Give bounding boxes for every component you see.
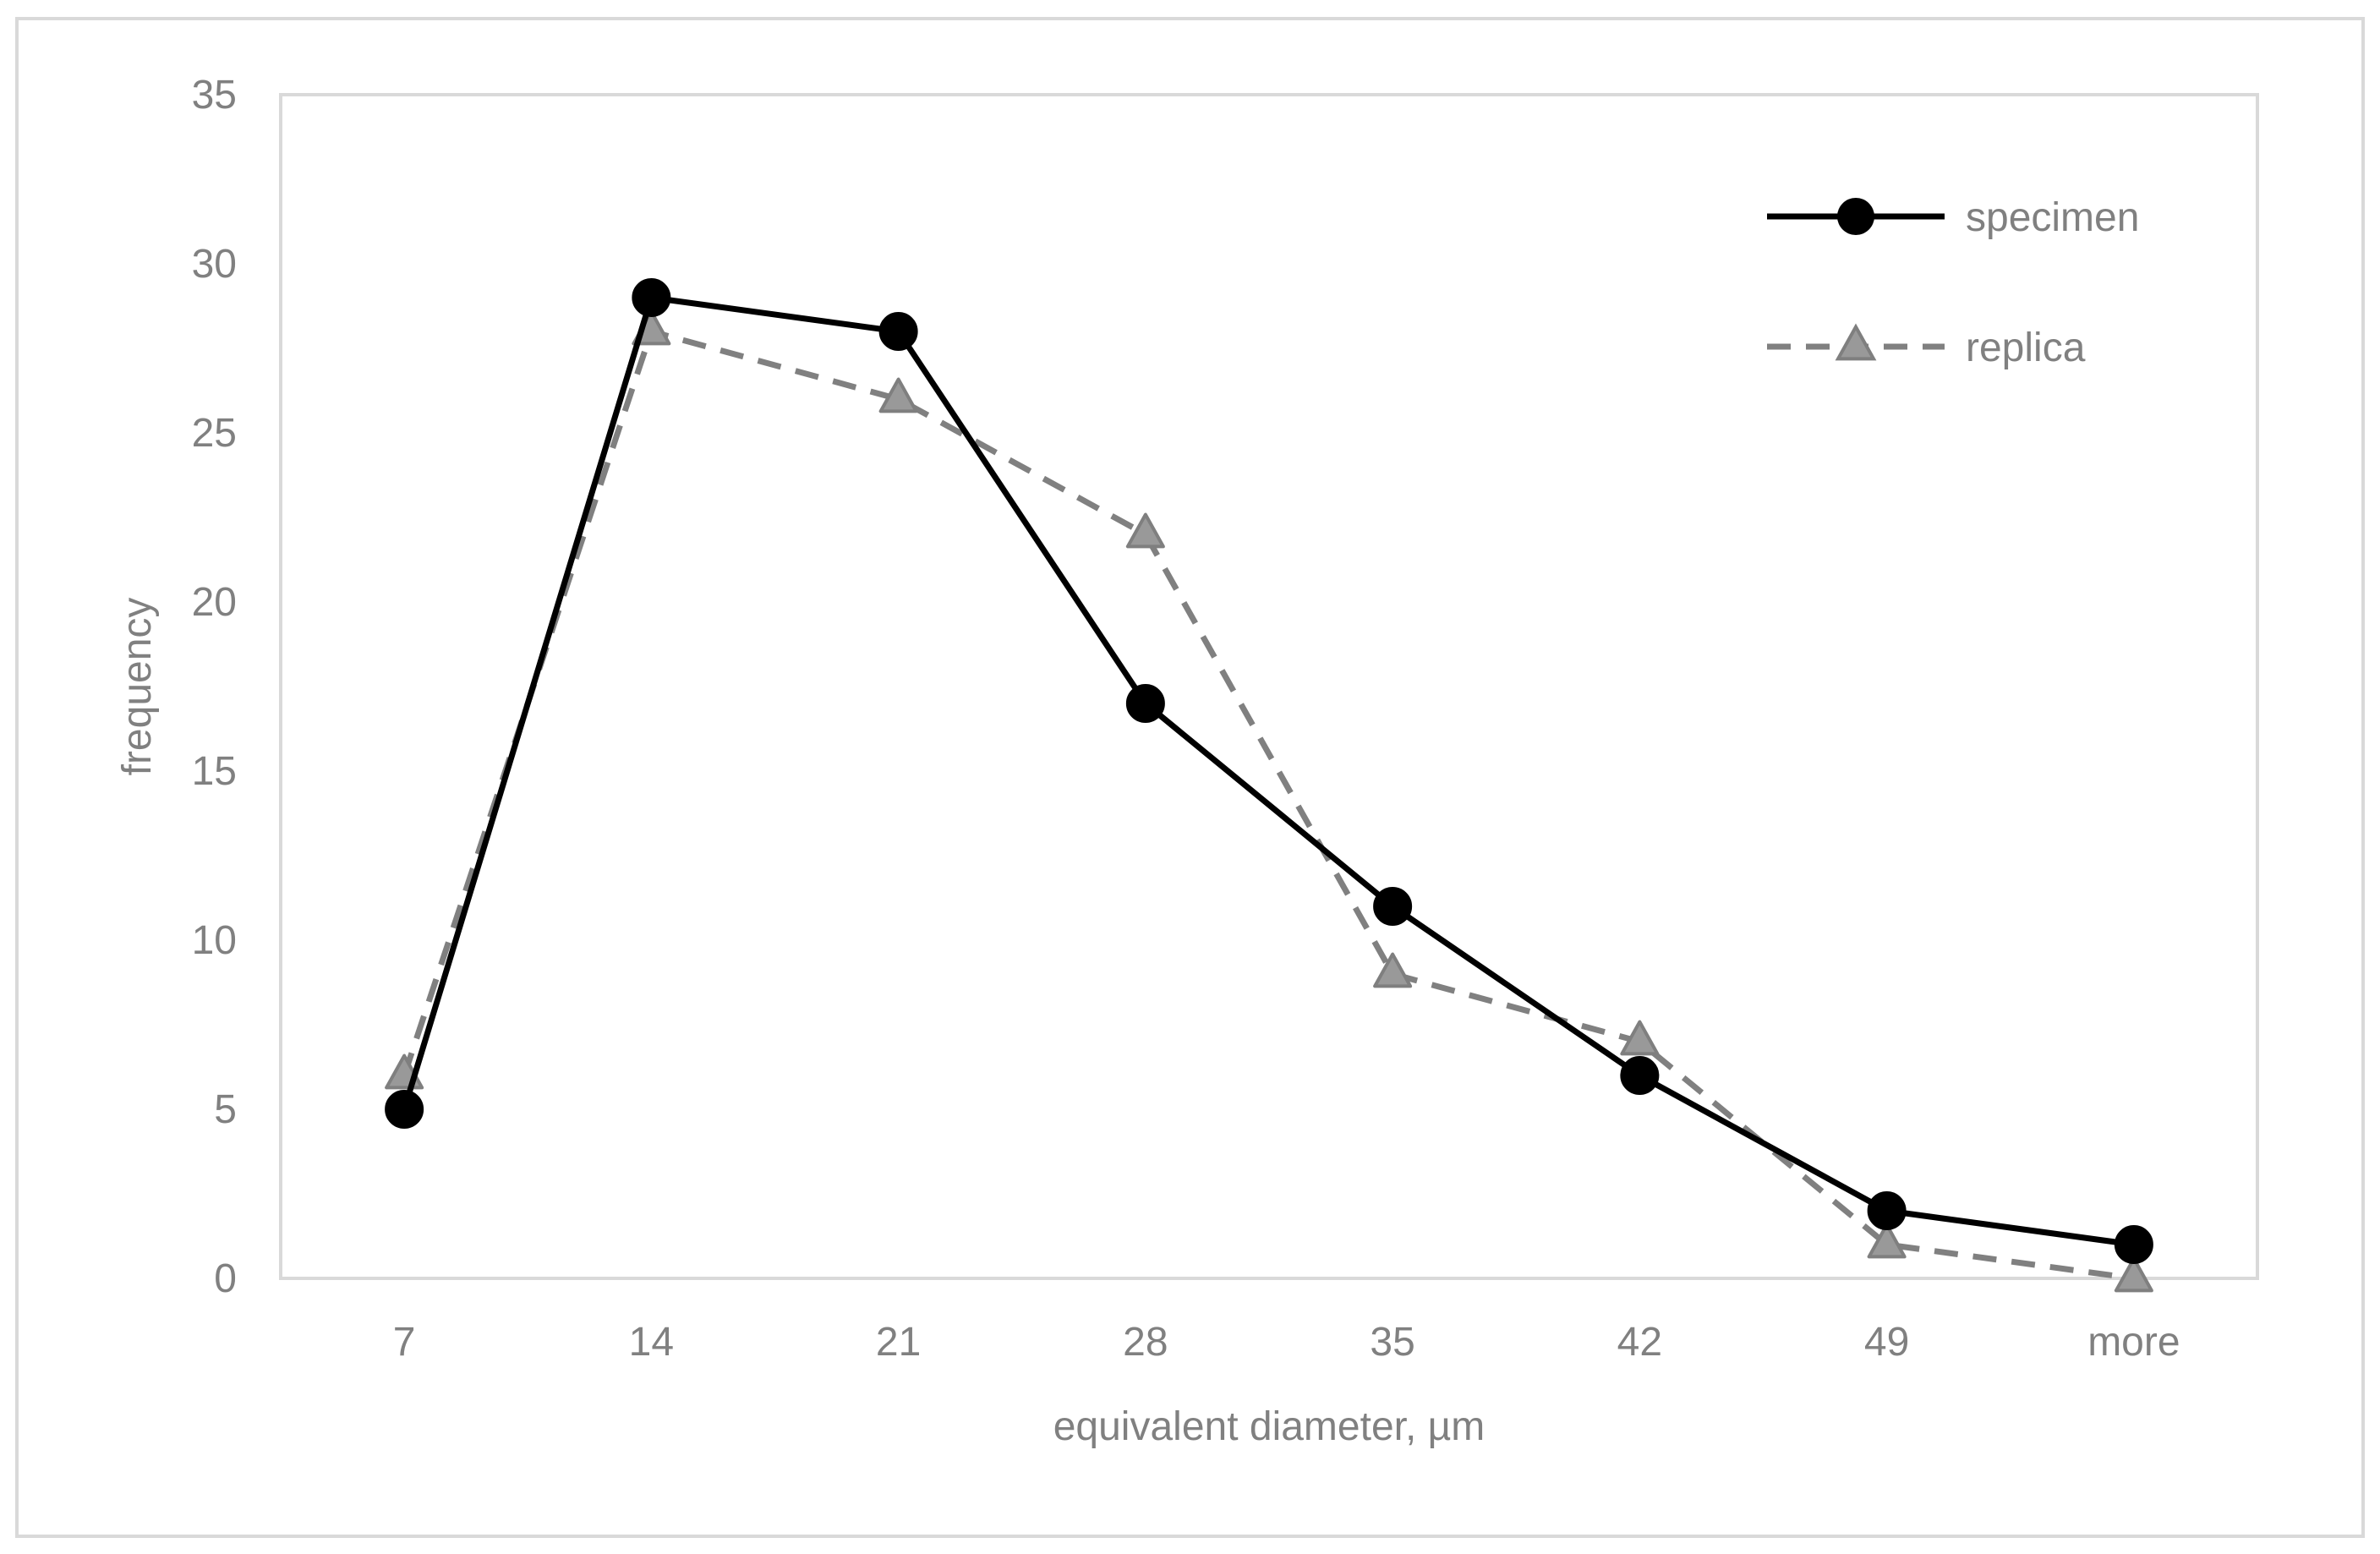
legend-item-specimen: specimen	[1767, 195, 2139, 240]
x-tick-label: 21	[876, 1320, 921, 1365]
legend-marker-triangle	[1835, 323, 1877, 361]
legend-marker-circle	[1837, 198, 1874, 235]
series-line-specimen	[401, 294, 2135, 1248]
data-point-replica	[1125, 512, 1165, 549]
data-point-specimen	[632, 278, 671, 317]
chart-outer-border	[15, 17, 2365, 1538]
x-tick-label: more	[2087, 1320, 2180, 1365]
y-tick-label: 15	[192, 749, 237, 794]
y-tick-label: 5	[214, 1087, 237, 1132]
series-specimen	[385, 278, 2153, 1264]
data-point-specimen	[385, 1090, 424, 1129]
y-tick-label: 35	[192, 73, 237, 118]
y-tick-label: 0	[214, 1256, 237, 1301]
data-point-specimen	[1867, 1191, 1907, 1230]
x-tick-label: 28	[1123, 1320, 1168, 1365]
data-point-replica	[1373, 952, 1413, 988]
data-point-specimen	[878, 312, 918, 351]
x-tick-label: 49	[1864, 1320, 1909, 1365]
x-tick-label: 7	[393, 1320, 416, 1365]
series-replica	[385, 309, 2153, 1293]
y-tick-label: 30	[192, 242, 237, 287]
x-axis-tick-labels: 7 14 21 28 35 42 49 more	[393, 1320, 2180, 1365]
legend-label: specimen	[1966, 195, 2139, 240]
series-line-replica	[401, 328, 2135, 1282]
data-point-replica	[878, 377, 918, 413]
data-point-replica	[1620, 1020, 1660, 1056]
series-layer	[385, 278, 2153, 1293]
y-tick-label: 25	[192, 411, 237, 456]
y-axis-tick-labels: 0 5 10 15 20 25 30 35	[192, 73, 237, 1301]
y-tick-label: 10	[192, 918, 237, 963]
legend-item-replica: replica	[1767, 323, 2086, 370]
data-point-specimen	[1373, 887, 1413, 926]
x-tick-label: 42	[1617, 1320, 1662, 1365]
x-axis-title: equivalent diameter, µm	[1053, 1404, 1485, 1449]
data-point-specimen	[2114, 1225, 2153, 1264]
x-tick-label: 14	[629, 1320, 674, 1365]
data-point-specimen	[1620, 1056, 1660, 1095]
plot-area-border	[279, 93, 2259, 1280]
y-tick-label: 20	[192, 580, 237, 625]
legend: specimen replica	[1767, 195, 2139, 370]
x-tick-label: 35	[1370, 1320, 1414, 1365]
legend-label: replica	[1966, 326, 2086, 370]
y-axis-title: frequency	[115, 598, 160, 776]
data-point-replica	[2114, 1256, 2153, 1293]
data-point-replica	[1867, 1223, 1907, 1259]
data-point-specimen	[1125, 684, 1165, 723]
